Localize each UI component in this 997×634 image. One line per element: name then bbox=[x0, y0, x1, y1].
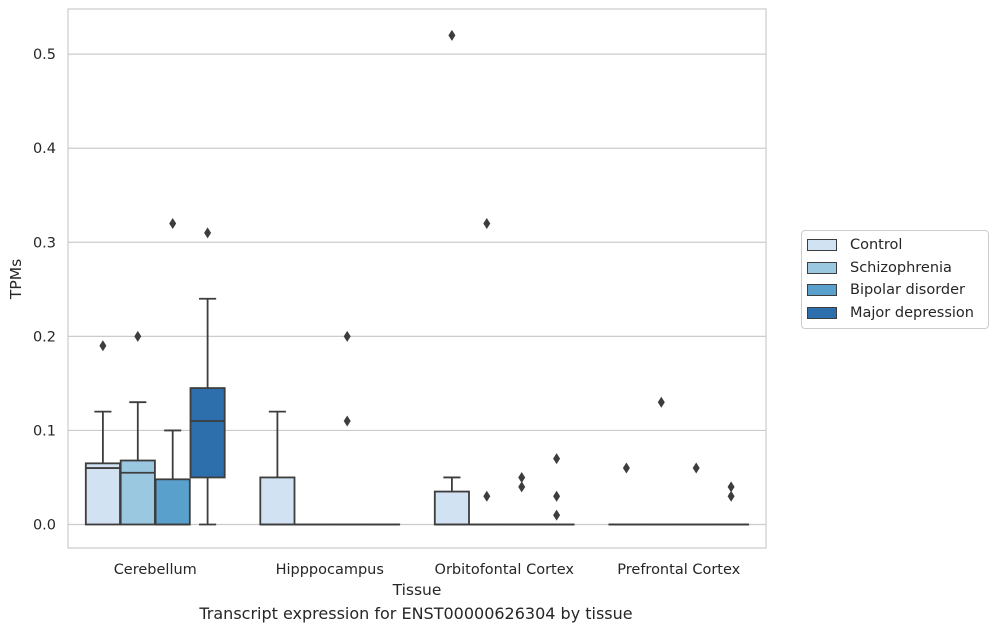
boxes-layer bbox=[84, 29, 750, 526]
box bbox=[259, 476, 296, 526]
outlier-point bbox=[134, 330, 142, 342]
outlier-point bbox=[727, 490, 735, 502]
x-tick-label: Orbitofontal Cortex bbox=[435, 562, 575, 578]
box-group bbox=[643, 396, 680, 526]
outlier-point bbox=[553, 453, 561, 465]
outlier-point bbox=[343, 330, 351, 342]
outlier-point bbox=[483, 490, 491, 502]
legend-swatch bbox=[807, 306, 837, 319]
y-axis-title: TPMs bbox=[7, 259, 25, 300]
box-group bbox=[189, 227, 226, 526]
y-tick-label: 0.2 bbox=[33, 329, 56, 345]
outlier-point bbox=[204, 227, 212, 239]
plot-area-frame bbox=[67, 8, 767, 549]
box-group bbox=[84, 340, 121, 526]
outlier-point bbox=[343, 415, 351, 427]
legend-swatch bbox=[807, 239, 837, 252]
y-tick-label: 0.5 bbox=[33, 47, 56, 63]
y-tick-label: 0.1 bbox=[33, 423, 56, 439]
legend: Control Schizophrenia Bipolar disorder Majo… bbox=[801, 230, 989, 329]
legend-item: Major depression bbox=[802, 302, 988, 325]
legend-label: Schizophrenia bbox=[850, 259, 952, 276]
outlier-point bbox=[727, 481, 735, 493]
box bbox=[154, 478, 191, 526]
outlier-point bbox=[518, 481, 526, 493]
box bbox=[84, 462, 121, 526]
outlier-point bbox=[448, 29, 456, 41]
outlier-point bbox=[99, 340, 107, 352]
x-axis-title: Tissue bbox=[392, 581, 442, 599]
box-group bbox=[538, 453, 575, 526]
x-tick-label: Cerebellum bbox=[114, 562, 197, 578]
box bbox=[189, 387, 226, 479]
figure-caption: Transcript expression for ENST0000062630… bbox=[199, 604, 633, 623]
box-group bbox=[468, 217, 505, 526]
box-group bbox=[154, 217, 191, 526]
legend-label: Major depression bbox=[850, 304, 974, 321]
outlier-point bbox=[553, 490, 561, 502]
legend-label: Control bbox=[850, 237, 903, 254]
box bbox=[433, 490, 470, 526]
x-tick-label: Prefrontal Cortex bbox=[617, 562, 740, 578]
y-tick-label: 0.3 bbox=[33, 235, 56, 251]
x-tick-label: Hipppocampus bbox=[276, 562, 384, 578]
y-axis-ticks: 0.0 0.1 0.2 0.3 0.4 0.5 bbox=[33, 47, 56, 533]
outlier-point bbox=[169, 217, 177, 229]
outlier-point bbox=[622, 462, 630, 474]
box-group bbox=[259, 410, 296, 526]
legend-swatch bbox=[807, 284, 837, 297]
box-group bbox=[713, 481, 750, 526]
outlier-point bbox=[692, 462, 700, 474]
outlier-point bbox=[483, 217, 491, 229]
legend-swatch bbox=[807, 261, 837, 274]
box bbox=[119, 459, 156, 526]
box-group bbox=[433, 29, 470, 526]
x-axis-ticks: Cerebellum Hipppocampus Orbitofontal Corte… bbox=[114, 562, 741, 578]
box-group bbox=[119, 330, 156, 526]
y-tick-label: 0.4 bbox=[33, 141, 56, 157]
legend-label: Bipolar disorder bbox=[850, 282, 965, 299]
legend-item: Control bbox=[802, 234, 988, 257]
y-tick-label: 0.0 bbox=[33, 517, 56, 533]
outlier-point bbox=[657, 396, 665, 408]
outlier-point bbox=[518, 471, 526, 483]
legend-item: Bipolar disorder bbox=[802, 279, 988, 302]
outlier-point bbox=[553, 509, 561, 521]
legend-item: Schizophrenia bbox=[802, 257, 988, 280]
